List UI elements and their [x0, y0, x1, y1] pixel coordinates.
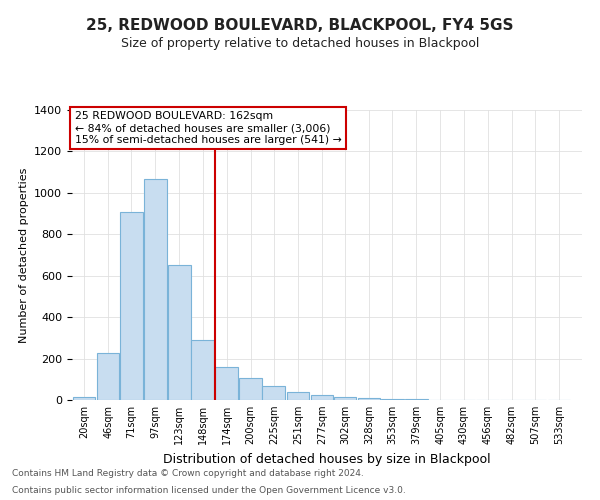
Bar: [239, 378, 262, 400]
Text: Contains HM Land Registry data © Crown copyright and database right 2024.: Contains HM Land Registry data © Crown c…: [12, 468, 364, 477]
Bar: [168, 266, 191, 400]
Text: 25, REDWOOD BOULEVARD, BLACKPOOL, FY4 5GS: 25, REDWOOD BOULEVARD, BLACKPOOL, FY4 5G…: [86, 18, 514, 32]
X-axis label: Distribution of detached houses by size in Blackpool: Distribution of detached houses by size …: [163, 452, 491, 466]
Y-axis label: Number of detached properties: Number of detached properties: [19, 168, 29, 342]
Bar: [358, 398, 380, 400]
Bar: [144, 180, 167, 400]
Bar: [215, 367, 238, 400]
Bar: [381, 399, 404, 400]
Text: 25 REDWOOD BOULEVARD: 162sqm
← 84% of detached houses are smaller (3,006)
15% of: 25 REDWOOD BOULEVARD: 162sqm ← 84% of de…: [74, 112, 341, 144]
Text: Size of property relative to detached houses in Blackpool: Size of property relative to detached ho…: [121, 38, 479, 51]
Bar: [97, 354, 119, 400]
Bar: [311, 395, 333, 400]
Text: Contains public sector information licensed under the Open Government Licence v3: Contains public sector information licen…: [12, 486, 406, 495]
Bar: [287, 392, 309, 400]
Bar: [334, 397, 356, 400]
Bar: [262, 386, 285, 400]
Bar: [73, 397, 95, 400]
Bar: [191, 340, 214, 400]
Bar: [120, 212, 143, 400]
